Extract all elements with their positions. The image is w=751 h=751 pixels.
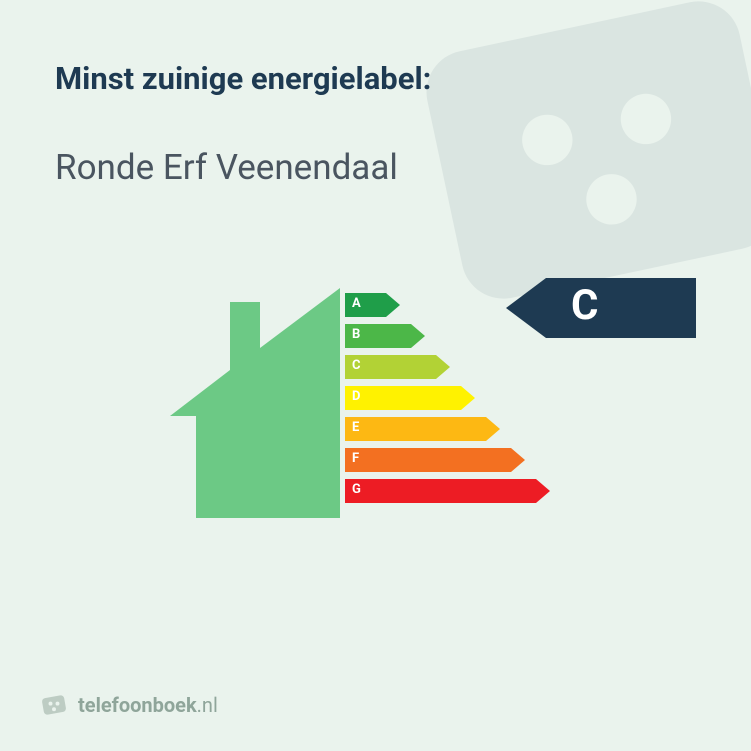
energy-bar-label: A <box>352 296 361 311</box>
footer-brand: telefoonboek.nl <box>78 693 218 717</box>
card: Minst zuinige energielabel: Ronde Erf Ve… <box>0 0 751 751</box>
page-title: Minst zuinige energielabel: <box>55 60 696 97</box>
energy-bar-label: C <box>352 358 361 373</box>
energy-label-chart: A B C D E F G C <box>55 278 696 538</box>
energy-bar-g: G <box>345 481 550 505</box>
energy-bar-d: D <box>345 388 550 412</box>
energy-bar-f: F <box>345 450 550 474</box>
energy-bar-label: F <box>352 451 359 466</box>
energy-bar-label: E <box>352 420 359 435</box>
page-subtitle: Ronde Erf Veenendaal <box>55 147 696 188</box>
house-icon <box>170 288 340 518</box>
footer-brand-thin: .nl <box>197 693 218 717</box>
rating-indicator: C <box>476 278 696 338</box>
energy-bar-c: C <box>345 357 550 381</box>
rating-letter: C <box>571 281 598 330</box>
energy-bar-label: B <box>352 327 360 342</box>
energy-bar-e: E <box>345 419 550 443</box>
brand-icon <box>40 691 68 719</box>
footer-brand-bold: telefoonboek <box>78 693 197 717</box>
footer: telefoonboek.nl <box>40 691 218 719</box>
energy-bar-label: D <box>352 389 360 404</box>
energy-bar-label: G <box>352 482 361 497</box>
